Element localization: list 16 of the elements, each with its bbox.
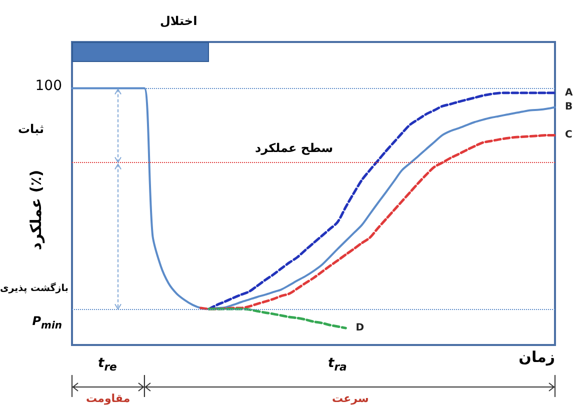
text: مقاومت [86, 392, 130, 405]
y-axis-title: عملکرد (٪) [27, 170, 45, 250]
series-label: B [565, 102, 573, 113]
x-axis-title: زمان [518, 348, 555, 366]
ref-line-label: 100 [35, 78, 62, 94]
text: بازگشت پذیری [0, 283, 68, 294]
text: سرعت [332, 392, 369, 405]
text: t$_{re}$ [98, 356, 117, 374]
text: t$_{ra}$ [328, 356, 347, 374]
series-label: C [565, 130, 572, 141]
series-label: A [565, 87, 573, 98]
text: ثبات [18, 122, 44, 136]
ref-line-label: P$_{min}$ [32, 314, 62, 332]
series-label: D [356, 322, 364, 334]
ref-line-label: سطح عملکرد [255, 141, 334, 156]
text: اختلال [160, 14, 198, 28]
